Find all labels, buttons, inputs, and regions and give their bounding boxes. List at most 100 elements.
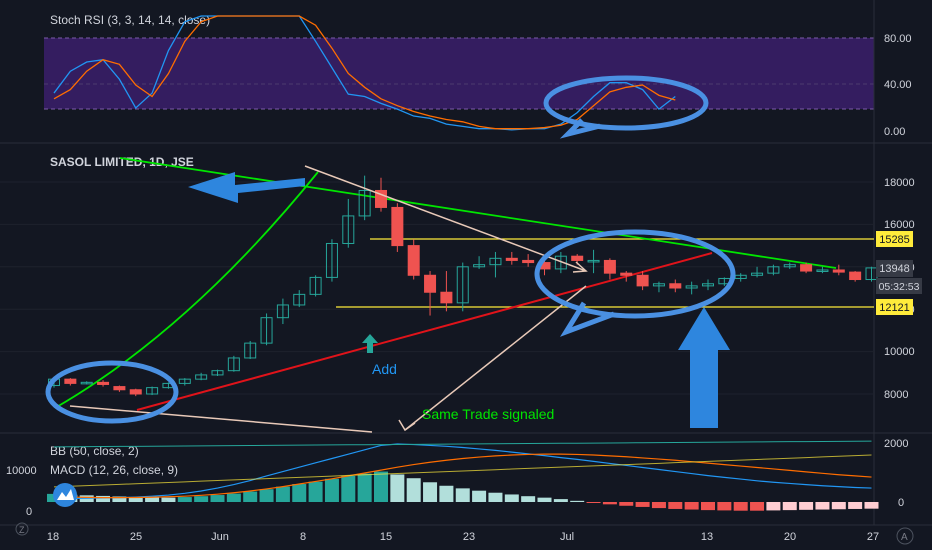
callout-consolidation[interactable] bbox=[534, 229, 736, 337]
candle[interactable] bbox=[113, 385, 126, 392]
macd-histogram-bar[interactable] bbox=[406, 478, 421, 502]
macd-histogram-bar[interactable] bbox=[96, 495, 111, 502]
macd-histogram-bar[interactable] bbox=[324, 478, 339, 502]
pointer-line-top[interactable] bbox=[304, 165, 587, 272]
tv-logo-icon[interactable] bbox=[53, 483, 77, 507]
macd-histogram-bar[interactable] bbox=[259, 489, 274, 502]
candle[interactable] bbox=[178, 378, 191, 386]
macd-histogram-bar[interactable] bbox=[570, 500, 585, 502]
bb-basis-line[interactable] bbox=[53, 454, 872, 488]
macd-histogram-bar[interactable] bbox=[390, 474, 405, 502]
candle[interactable] bbox=[800, 262, 813, 274]
macd-histogram-bar[interactable] bbox=[831, 502, 846, 510]
candle[interactable] bbox=[685, 281, 698, 295]
candle[interactable] bbox=[832, 264, 845, 276]
macd-histogram-bar[interactable] bbox=[145, 497, 160, 502]
auto-scale-button[interactable]: A bbox=[896, 527, 914, 545]
candle[interactable] bbox=[440, 271, 453, 312]
macd-histogram-bar[interactable] bbox=[423, 482, 438, 502]
callout-origin[interactable] bbox=[45, 360, 179, 424]
macd-histogram-bar[interactable] bbox=[766, 502, 781, 511]
macd-histogram-bar[interactable] bbox=[210, 495, 225, 502]
pointer-line-left[interactable] bbox=[69, 405, 373, 433]
candle[interactable] bbox=[554, 251, 567, 274]
up-arrow[interactable] bbox=[678, 307, 730, 428]
candle[interactable] bbox=[325, 239, 338, 282]
bb-upper-line[interactable] bbox=[53, 440, 872, 448]
candle[interactable] bbox=[424, 271, 437, 316]
macd-histogram-bar[interactable] bbox=[537, 497, 552, 502]
time-axis[interactable]: 18 25 Jun 8 15 23 Jul 13 20 27 bbox=[47, 531, 879, 543]
candle[interactable] bbox=[702, 279, 714, 291]
macd-histogram-bar[interactable] bbox=[815, 502, 830, 510]
macd-histogram-bar[interactable] bbox=[226, 493, 241, 502]
macd-histogram-bar[interactable] bbox=[504, 494, 519, 502]
candle[interactable] bbox=[505, 251, 518, 265]
macd-histogram-bar[interactable] bbox=[733, 502, 748, 511]
macd-histogram-bar[interactable] bbox=[194, 496, 209, 502]
candle[interactable] bbox=[358, 175, 371, 221]
macd-histogram-bar[interactable] bbox=[161, 497, 176, 502]
macd-histogram-bar[interactable] bbox=[292, 484, 307, 502]
candle[interactable] bbox=[407, 239, 420, 280]
candle[interactable] bbox=[211, 369, 224, 376]
macd-histogram-bar[interactable] bbox=[177, 497, 192, 502]
candle[interactable] bbox=[276, 298, 289, 325]
macd-histogram-bar[interactable] bbox=[848, 502, 863, 509]
candle[interactable] bbox=[636, 271, 649, 291]
candle[interactable] bbox=[129, 388, 142, 397]
candle[interactable] bbox=[783, 262, 796, 269]
candle[interactable] bbox=[342, 198, 355, 248]
macd-histogram-bar[interactable] bbox=[472, 490, 487, 502]
macd-histogram-bar[interactable] bbox=[488, 492, 503, 502]
candle[interactable] bbox=[751, 266, 764, 278]
left-arrow[interactable] bbox=[188, 172, 305, 203]
macd-histogram-bar[interactable] bbox=[635, 502, 650, 507]
macd-histogram-bar[interactable] bbox=[357, 473, 372, 502]
macd-histogram-bar[interactable] bbox=[586, 502, 601, 503]
macd-histogram-bar[interactable] bbox=[308, 481, 323, 502]
candle[interactable] bbox=[603, 258, 616, 280]
candle[interactable] bbox=[587, 249, 600, 274]
candle[interactable] bbox=[522, 254, 535, 267]
candle[interactable] bbox=[489, 251, 502, 278]
macd-histogram-bar[interactable] bbox=[112, 496, 127, 502]
macd-histogram-bar[interactable] bbox=[275, 486, 290, 502]
macd-histogram-bar[interactable] bbox=[864, 502, 879, 509]
macd-histogram-bar[interactable] bbox=[341, 475, 356, 502]
macd-histogram-bar[interactable] bbox=[128, 497, 143, 502]
candle[interactable] bbox=[669, 279, 682, 293]
macd-histogram-bar[interactable] bbox=[717, 502, 732, 511]
candle[interactable] bbox=[849, 271, 862, 282]
candle[interactable] bbox=[473, 256, 486, 269]
candle[interactable] bbox=[816, 266, 829, 274]
candle[interactable] bbox=[652, 281, 665, 293]
macd-histogram-bar[interactable] bbox=[750, 502, 765, 511]
macd-histogram-bar[interactable] bbox=[602, 502, 617, 505]
rally-curve[interactable] bbox=[54, 171, 319, 409]
candle[interactable] bbox=[293, 290, 306, 308]
candle[interactable] bbox=[97, 380, 110, 387]
stoch-series-line[interactable] bbox=[53, 15, 676, 131]
macd-histogram-bar[interactable] bbox=[782, 502, 797, 511]
candle[interactable] bbox=[195, 372, 208, 381]
candle[interactable] bbox=[244, 341, 257, 360]
candle[interactable] bbox=[767, 264, 780, 276]
candle[interactable] bbox=[309, 275, 322, 297]
candle[interactable] bbox=[260, 313, 273, 346]
macd-histogram-bar[interactable] bbox=[619, 502, 634, 506]
ascending-trendline[interactable] bbox=[136, 252, 713, 411]
candle[interactable] bbox=[620, 271, 633, 282]
macd-histogram-bar[interactable] bbox=[553, 499, 568, 502]
candle[interactable] bbox=[146, 386, 159, 396]
macd-histogram-bar[interactable] bbox=[684, 502, 699, 510]
macd-histogram-bar[interactable] bbox=[243, 491, 258, 502]
macd-histogram-bar[interactable] bbox=[455, 488, 470, 502]
candle[interactable] bbox=[227, 355, 240, 372]
macd-histogram-bar[interactable] bbox=[374, 471, 388, 502]
z-button[interactable]: Z bbox=[15, 522, 29, 536]
macd-histogram-bar[interactable] bbox=[701, 502, 715, 511]
macd-histogram-bar[interactable] bbox=[799, 502, 814, 510]
macd-histogram-bar[interactable] bbox=[668, 502, 683, 509]
callout-rsi[interactable] bbox=[543, 75, 709, 139]
